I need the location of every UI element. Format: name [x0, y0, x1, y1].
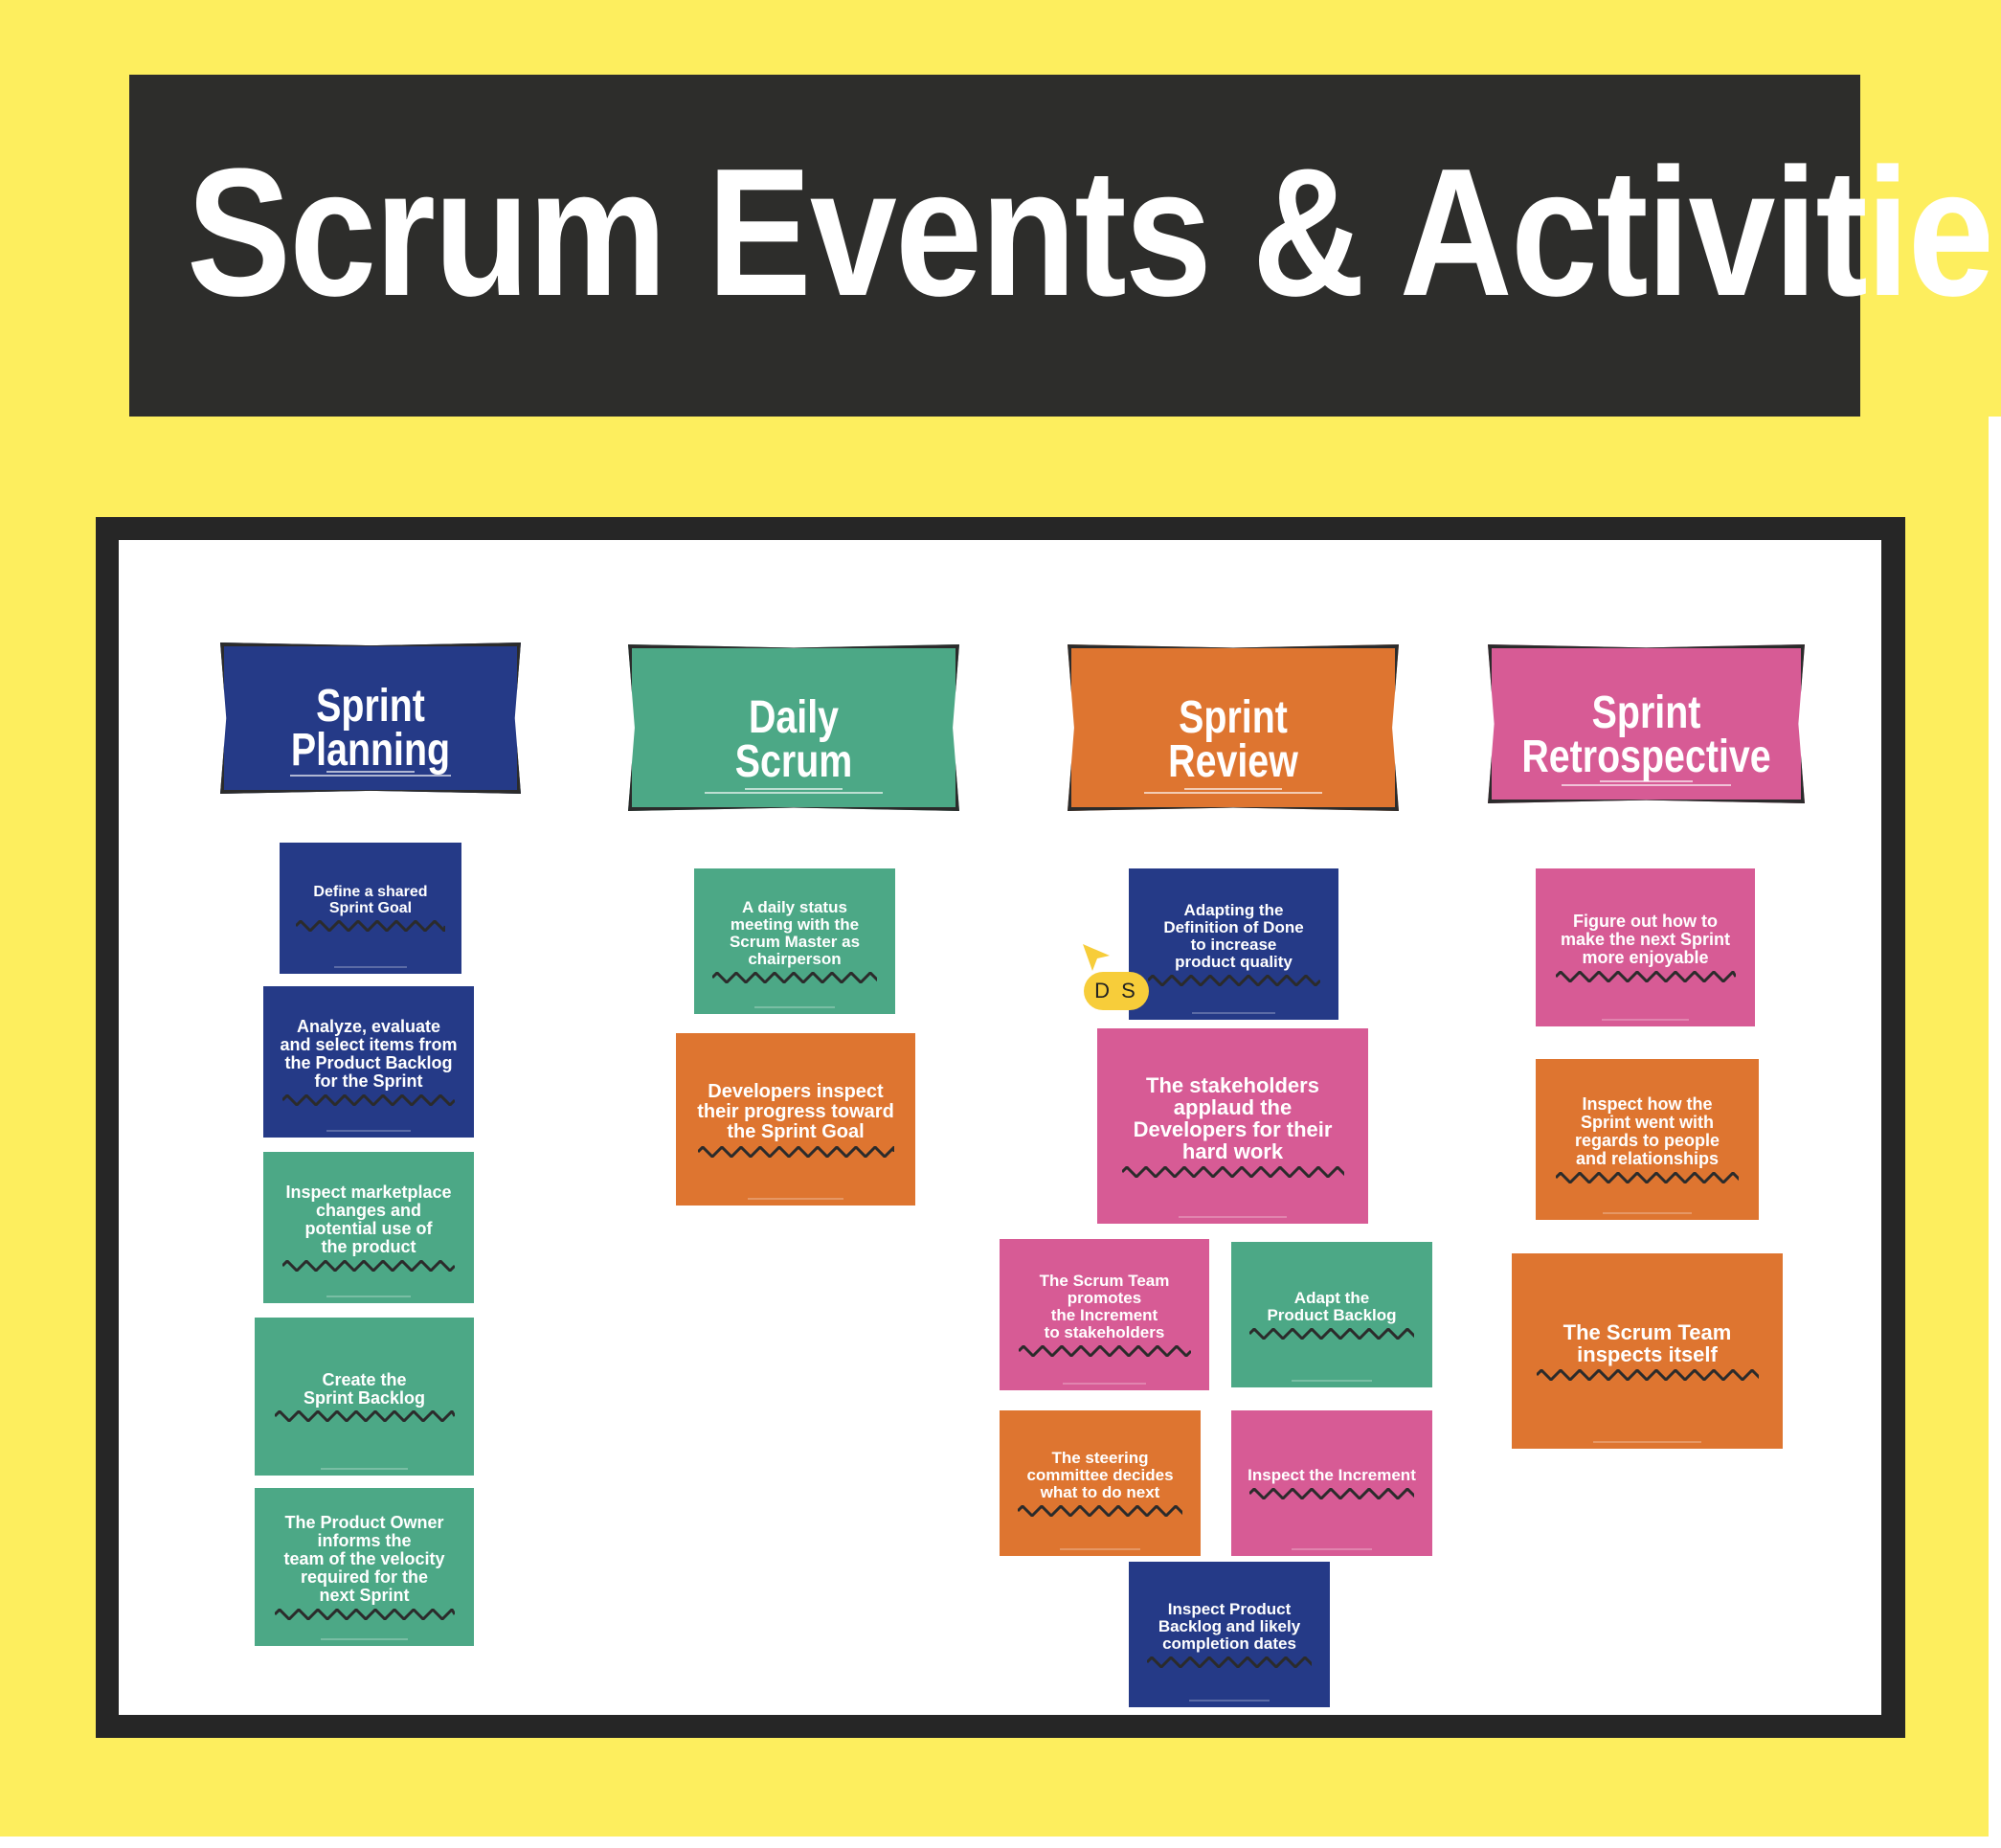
sticky-note-footer	[1191, 1012, 1276, 1014]
event-meta-lines	[224, 771, 517, 777]
squiggle-underline-icon	[1249, 1487, 1414, 1499]
sticky-note-text: The steering committee decides what to d…	[1026, 1449, 1174, 1501]
squiggle-underline-icon	[1018, 1504, 1182, 1517]
sticky-note-footer	[1178, 1216, 1288, 1218]
event-title: Sprint Review	[1168, 692, 1298, 787]
sticky-note-text: Figure out how to make the next Sprint m…	[1560, 912, 1731, 967]
sticky-note-footer	[748, 1198, 843, 1200]
sticky-note-footer	[1062, 1383, 1147, 1385]
sticky-note[interactable]: Inspect Product Backlog and likely compl…	[1129, 1562, 1330, 1707]
event-title: Sprint Planning	[290, 681, 451, 776]
sticky-note-text: Inspect how the Sprint went with regards…	[1574, 1094, 1720, 1168]
squiggle-underline-icon	[712, 971, 877, 983]
sticky-note-footer	[326, 1296, 411, 1297]
sticky-note-text: Inspect marketplace changes and potentia…	[285, 1183, 452, 1256]
sticky-note-footer	[1189, 1700, 1270, 1702]
squiggle-underline-icon	[1249, 1327, 1414, 1340]
sticky-note[interactable]: Analyze, evaluate and select items from …	[263, 986, 474, 1138]
sticky-note-footer	[1592, 1441, 1702, 1443]
sticky-note-footer	[754, 1006, 835, 1008]
sticky-note-text: The Product Owner informs the team of th…	[283, 1513, 445, 1605]
sticky-note-footer	[326, 1130, 411, 1132]
squiggle-underline-icon	[274, 1608, 455, 1620]
sticky-note-footer	[320, 1638, 409, 1640]
sticky-note-text: Inspect the Increment	[1248, 1466, 1416, 1485]
sticky-note[interactable]: The Scrum Team promotes the Increment to…	[1000, 1239, 1209, 1390]
collaborator-cursor-icon	[1083, 944, 1110, 971]
edge-strip	[1989, 0, 2001, 417]
event-title: Daily Scrum	[734, 692, 853, 787]
sticky-note-footer	[334, 966, 407, 968]
event-header-card[interactable]: Daily Scrum	[628, 644, 959, 811]
event-header-card[interactable]: Sprint Review	[1068, 644, 1399, 811]
sticky-note-text: The stakeholders applaud the Developers …	[1133, 1072, 1333, 1164]
sticky-note[interactable]: Adapting the Definition of Done to incre…	[1129, 868, 1338, 1020]
event-header-card[interactable]: Sprint Retrospective	[1488, 644, 1805, 803]
event-header-card[interactable]: Sprint Planning	[220, 642, 521, 794]
sticky-note[interactable]: The Product Owner informs the team of th…	[255, 1488, 474, 1646]
collaborator-initials: D S	[1084, 972, 1149, 1010]
squiggle-underline-icon	[1121, 1166, 1344, 1179]
sticky-note[interactable]: Inspect how the Sprint went with regards…	[1536, 1059, 1759, 1220]
sticky-note-text: Inspect Product Backlog and likely compl…	[1158, 1600, 1301, 1653]
squiggle-underline-icon	[1147, 1656, 1312, 1668]
event-title: Sprint Retrospective	[1521, 687, 1771, 782]
sticky-note[interactable]: Define a shared Sprint Goal	[280, 843, 461, 974]
squiggle-underline-icon	[1018, 1344, 1191, 1357]
sticky-note-footer	[1292, 1380, 1372, 1382]
sticky-note[interactable]: The stakeholders applaud the Developers …	[1097, 1028, 1368, 1224]
squiggle-underline-icon	[1536, 1369, 1759, 1382]
sticky-note-text: Adapt the Product Backlog	[1267, 1289, 1397, 1324]
squiggle-underline-icon	[1555, 970, 1736, 982]
title-banner: Scrum Events & Activities	[129, 75, 2001, 417]
squiggle-underline-icon	[282, 1093, 455, 1106]
sticky-note[interactable]: Developers inspect their progress toward…	[676, 1033, 915, 1206]
sticky-note-text: The Scrum Team promotes the Increment to…	[1039, 1272, 1170, 1341]
sticky-note-text: Analyze, evaluate and select items from …	[280, 1017, 458, 1091]
sticky-note-footer	[1601, 1019, 1690, 1021]
squiggle-underline-icon	[274, 1410, 455, 1423]
sticky-note-text: A daily status meeting with the Scrum Ma…	[729, 898, 861, 968]
sticky-note-text: Create the Sprint Backlog	[303, 1369, 426, 1408]
sticky-note-footer	[1060, 1548, 1140, 1550]
sticky-note[interactable]: Create the Sprint Backlog	[255, 1318, 474, 1476]
squiggle-underline-icon	[296, 920, 445, 933]
sticky-note[interactable]: The steering committee decides what to d…	[1000, 1410, 1201, 1556]
squiggle-underline-icon	[697, 1145, 894, 1158]
sticky-note-text: Adapting the Definition of Done to incre…	[1163, 901, 1304, 971]
sticky-note-footer	[320, 1468, 409, 1470]
sticky-note-footer	[1602, 1212, 1693, 1214]
board[interactable]: Sprint Planning Define a shared Sprint Go…	[119, 540, 1881, 1715]
event-meta-lines	[1492, 780, 1801, 786]
event-meta-lines	[1071, 788, 1395, 794]
squiggle-underline-icon	[282, 1259, 455, 1272]
page-title: Scrum Events & Activities	[187, 131, 2001, 334]
sticky-note[interactable]: Inspect marketplace changes and potentia…	[263, 1152, 474, 1303]
sticky-note-text: Define a shared Sprint Goal	[313, 883, 428, 916]
squiggle-underline-icon	[1556, 1171, 1739, 1183]
sticky-note-text: The Scrum Team inspects itself	[1563, 1319, 1732, 1366]
sticky-note[interactable]: Inspect the Increment	[1231, 1410, 1432, 1556]
event-meta-lines	[632, 788, 956, 794]
sticky-note-footer	[1292, 1548, 1372, 1550]
board-frame[interactable]: Sprint Planning Define a shared Sprint Go…	[96, 517, 1905, 1738]
sticky-note-text: Developers inspect their progress toward…	[697, 1080, 894, 1142]
sticky-note[interactable]: The Scrum Team inspects itself	[1512, 1253, 1783, 1449]
sticky-note[interactable]: A daily status meeting with the Scrum Ma…	[694, 868, 895, 1014]
sticky-note[interactable]: Figure out how to make the next Sprint m…	[1536, 868, 1755, 1026]
squiggle-underline-icon	[1147, 974, 1320, 986]
sticky-note[interactable]: Adapt the Product Backlog	[1231, 1242, 1432, 1387]
